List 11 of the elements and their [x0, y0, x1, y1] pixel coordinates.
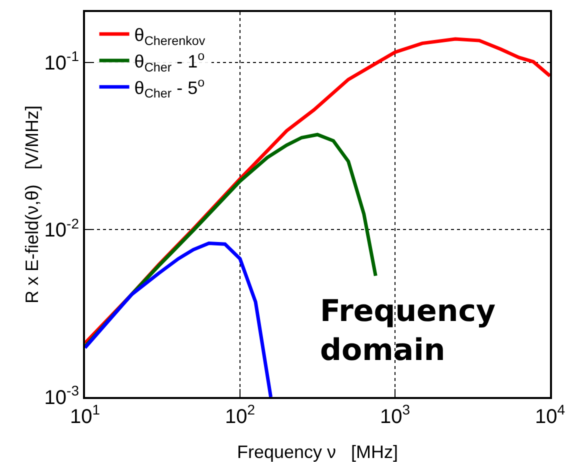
legend-label: θ$_{Cher}$ - 1$^{o}$: [134, 48, 205, 74]
legend-label: θ$_{Cherenkov}$: [134, 25, 206, 48]
legend-label: θ$_{Cher}$ - 5$^{o}$: [134, 75, 205, 101]
x-tick-label: 10$^{3}$: [380, 402, 410, 428]
x-tick-label: 10$^{2}$: [224, 402, 256, 428]
x-axis-title: Frequency ν [MHz]: [236, 442, 398, 462]
annotation: Frequency domain: [320, 294, 496, 368]
y-tick-label: 10$^{-1}$: [44, 48, 80, 74]
y-tick-label: 10$^{-2}$: [44, 215, 80, 242]
x-tick-label: 10$^{4}$: [534, 402, 566, 428]
y-axis-title: R x E-field(ν,θ) [V/MHz]: [22, 105, 42, 304]
